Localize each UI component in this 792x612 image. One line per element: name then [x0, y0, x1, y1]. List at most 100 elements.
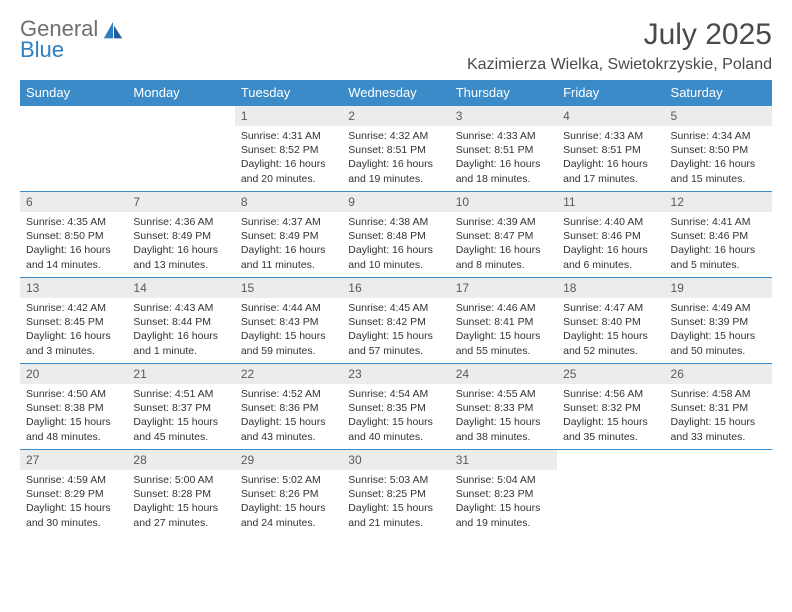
day-header: Friday: [557, 80, 664, 106]
day-number: 20: [20, 364, 127, 384]
daylight-line: Daylight: 15 hours and 57 minutes.: [348, 329, 443, 357]
calendar-body: ..1Sunrise: 4:31 AMSunset: 8:52 PMDaylig…: [20, 106, 772, 536]
sunrise-line: Sunrise: 4:49 AM: [671, 301, 766, 315]
day-number: 13: [20, 278, 127, 298]
daylight-line: Daylight: 16 hours and 17 minutes.: [563, 157, 658, 185]
calendar-cell: 31Sunrise: 5:04 AMSunset: 8:23 PMDayligh…: [450, 450, 557, 536]
day-details: Sunrise: 5:04 AMSunset: 8:23 PMDaylight:…: [450, 470, 557, 532]
sunset-line: Sunset: 8:23 PM: [456, 487, 551, 501]
day-number: 25: [557, 364, 664, 384]
sunrise-line: Sunrise: 4:35 AM: [26, 215, 121, 229]
sunset-line: Sunset: 8:32 PM: [563, 401, 658, 415]
daylight-line: Daylight: 15 hours and 21 minutes.: [348, 501, 443, 529]
calendar-cell: 28Sunrise: 5:00 AMSunset: 8:28 PMDayligh…: [127, 450, 234, 536]
sunset-line: Sunset: 8:41 PM: [456, 315, 551, 329]
day-number: 1: [235, 106, 342, 126]
day-number: 8: [235, 192, 342, 212]
day-number: 22: [235, 364, 342, 384]
day-number: 21: [127, 364, 234, 384]
daylight-line: Daylight: 16 hours and 18 minutes.: [456, 157, 551, 185]
sunset-line: Sunset: 8:47 PM: [456, 229, 551, 243]
calendar-cell: 17Sunrise: 4:46 AMSunset: 8:41 PMDayligh…: [450, 278, 557, 364]
sunrise-line: Sunrise: 4:47 AM: [563, 301, 658, 315]
sunset-line: Sunset: 8:49 PM: [133, 229, 228, 243]
day-header: Saturday: [665, 80, 772, 106]
daylight-line: Daylight: 16 hours and 15 minutes.: [671, 157, 766, 185]
day-number: 26: [665, 364, 772, 384]
daylight-line: Daylight: 16 hours and 19 minutes.: [348, 157, 443, 185]
day-number: 30: [342, 450, 449, 470]
sunrise-line: Sunrise: 4:45 AM: [348, 301, 443, 315]
sunrise-line: Sunrise: 4:36 AM: [133, 215, 228, 229]
day-number: 5: [665, 106, 772, 126]
logo: General Blue: [20, 18, 124, 61]
sunrise-line: Sunrise: 5:03 AM: [348, 473, 443, 487]
day-number: 31: [450, 450, 557, 470]
daylight-line: Daylight: 15 hours and 40 minutes.: [348, 415, 443, 443]
sunrise-line: Sunrise: 5:02 AM: [241, 473, 336, 487]
logo-text-blue: Blue: [20, 39, 98, 61]
calendar-cell: 1Sunrise: 4:31 AMSunset: 8:52 PMDaylight…: [235, 106, 342, 192]
day-details: Sunrise: 5:00 AMSunset: 8:28 PMDaylight:…: [127, 470, 234, 532]
calendar-cell: 19Sunrise: 4:49 AMSunset: 8:39 PMDayligh…: [665, 278, 772, 364]
day-number: 27: [20, 450, 127, 470]
calendar-cell: 12Sunrise: 4:41 AMSunset: 8:46 PMDayligh…: [665, 192, 772, 278]
day-number: 29: [235, 450, 342, 470]
day-details: Sunrise: 4:46 AMSunset: 8:41 PMDaylight:…: [450, 298, 557, 360]
sunset-line: Sunset: 8:49 PM: [241, 229, 336, 243]
daylight-line: Daylight: 16 hours and 8 minutes.: [456, 243, 551, 271]
sunset-line: Sunset: 8:46 PM: [563, 229, 658, 243]
daylight-line: Daylight: 15 hours and 50 minutes.: [671, 329, 766, 357]
daylight-line: Daylight: 15 hours and 24 minutes.: [241, 501, 336, 529]
day-header: Wednesday: [342, 80, 449, 106]
day-number: 18: [557, 278, 664, 298]
day-details: Sunrise: 4:31 AMSunset: 8:52 PMDaylight:…: [235, 126, 342, 188]
sunrise-line: Sunrise: 4:42 AM: [26, 301, 121, 315]
sunset-line: Sunset: 8:51 PM: [456, 143, 551, 157]
day-details: Sunrise: 4:39 AMSunset: 8:47 PMDaylight:…: [450, 212, 557, 274]
sunrise-line: Sunrise: 4:51 AM: [133, 387, 228, 401]
day-details: Sunrise: 4:59 AMSunset: 8:29 PMDaylight:…: [20, 470, 127, 532]
calendar-cell: 24Sunrise: 4:55 AMSunset: 8:33 PMDayligh…: [450, 364, 557, 450]
sunrise-line: Sunrise: 4:40 AM: [563, 215, 658, 229]
daylight-line: Daylight: 16 hours and 11 minutes.: [241, 243, 336, 271]
day-number: 23: [342, 364, 449, 384]
day-details: Sunrise: 4:58 AMSunset: 8:31 PMDaylight:…: [665, 384, 772, 446]
sunrise-line: Sunrise: 4:52 AM: [241, 387, 336, 401]
daylight-line: Daylight: 16 hours and 10 minutes.: [348, 243, 443, 271]
day-number: 19: [665, 278, 772, 298]
daylight-line: Daylight: 16 hours and 5 minutes.: [671, 243, 766, 271]
calendar-cell: 15Sunrise: 4:44 AMSunset: 8:43 PMDayligh…: [235, 278, 342, 364]
sunrise-line: Sunrise: 4:32 AM: [348, 129, 443, 143]
day-number: 24: [450, 364, 557, 384]
calendar-cell: 2Sunrise: 4:32 AMSunset: 8:51 PMDaylight…: [342, 106, 449, 192]
sunset-line: Sunset: 8:52 PM: [241, 143, 336, 157]
calendar-cell: 29Sunrise: 5:02 AMSunset: 8:26 PMDayligh…: [235, 450, 342, 536]
day-details: Sunrise: 4:51 AMSunset: 8:37 PMDaylight:…: [127, 384, 234, 446]
sunrise-line: Sunrise: 4:37 AM: [241, 215, 336, 229]
day-details: Sunrise: 4:38 AMSunset: 8:48 PMDaylight:…: [342, 212, 449, 274]
day-details: Sunrise: 4:49 AMSunset: 8:39 PMDaylight:…: [665, 298, 772, 360]
sunset-line: Sunset: 8:48 PM: [348, 229, 443, 243]
sunset-line: Sunset: 8:50 PM: [26, 229, 121, 243]
day-details: Sunrise: 4:43 AMSunset: 8:44 PMDaylight:…: [127, 298, 234, 360]
daylight-line: Daylight: 16 hours and 1 minute.: [133, 329, 228, 357]
day-number: 2: [342, 106, 449, 126]
sunrise-line: Sunrise: 4:56 AM: [563, 387, 658, 401]
header: General Blue July 2025 Kazimierza Wielka…: [20, 18, 772, 74]
calendar-cell: 21Sunrise: 4:51 AMSunset: 8:37 PMDayligh…: [127, 364, 234, 450]
sunset-line: Sunset: 8:44 PM: [133, 315, 228, 329]
daylight-line: Daylight: 15 hours and 43 minutes.: [241, 415, 336, 443]
sunset-line: Sunset: 8:51 PM: [563, 143, 658, 157]
day-details: Sunrise: 4:33 AMSunset: 8:51 PMDaylight:…: [450, 126, 557, 188]
calendar-cell: 4Sunrise: 4:33 AMSunset: 8:51 PMDaylight…: [557, 106, 664, 192]
day-details: Sunrise: 4:32 AMSunset: 8:51 PMDaylight:…: [342, 126, 449, 188]
sunset-line: Sunset: 8:40 PM: [563, 315, 658, 329]
sunset-line: Sunset: 8:29 PM: [26, 487, 121, 501]
daylight-line: Daylight: 16 hours and 6 minutes.: [563, 243, 658, 271]
calendar-week-row: 20Sunrise: 4:50 AMSunset: 8:38 PMDayligh…: [20, 364, 772, 450]
day-details: Sunrise: 4:55 AMSunset: 8:33 PMDaylight:…: [450, 384, 557, 446]
day-header: Sunday: [20, 80, 127, 106]
calendar-cell: .: [127, 106, 234, 192]
day-number: 6: [20, 192, 127, 212]
